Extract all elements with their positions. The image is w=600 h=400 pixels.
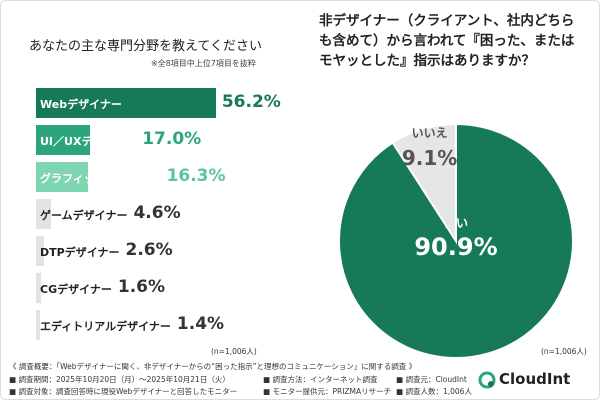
value-label: 2.6%: [125, 240, 173, 260]
category-label: エディトリアルデザイナー: [40, 320, 171, 333]
bar: [36, 88, 216, 118]
slice-label: いいえ: [412, 126, 448, 140]
category-label: Webデザイナー: [40, 98, 122, 111]
bar-sample: (n=1,006人): [211, 347, 257, 356]
bar-note: ※全8項目中上位7項目を抜粋: [151, 59, 256, 68]
category-label: UI／UXデザイナー: [40, 135, 137, 148]
pie-title: 非デザイナー（クライアント、社内どちらも含めて）から言われて『困った、またはモヤ…: [319, 13, 575, 69]
bar: [36, 273, 42, 303]
bar-chart: Webデザイナー 56.2% UI／UXデザイナー 17.0% グラフィックデザイナー 1…: [1, 1, 321, 341]
footer-summary: 《 調査概要：「Webデザイナーに聞く、非デザイナーからの“困った指示”と理想の…: [9, 362, 417, 371]
bar: [36, 236, 45, 266]
bar: [36, 199, 51, 229]
footer-item: ■ 調査期間：2025年10月20日（月）～2025年10月21日（火）: [9, 375, 230, 384]
footer-item: ■ 調査対象：調査回答時に現役Webデザイナーと回答したモニター: [9, 387, 238, 396]
bar-title: あなたの主な専門分野を教えてください: [29, 39, 262, 54]
footer-item: ■ 調査方法：インターネット調査: [263, 375, 378, 384]
bar: [36, 125, 91, 155]
value-label: 16.3%: [166, 166, 226, 186]
value-label: 1.6%: [117, 277, 166, 297]
value-label: 56.2%: [221, 92, 281, 112]
bar: [36, 310, 41, 340]
slice-value: 9.1%: [402, 146, 457, 170]
category-label: ゲームデザイナー: [40, 209, 128, 222]
pie-sample: (n=1,006人): [541, 347, 587, 356]
pie-slice: [391, 122, 457, 245]
category-label: グラフィックデザイナー: [40, 172, 161, 185]
value-label: 17.0%: [142, 129, 202, 149]
value-label: 4.6%: [133, 203, 181, 223]
value-label: 1.4%: [176, 314, 225, 334]
footer-item: ■ 調査元：CloudInt: [396, 375, 467, 384]
footer-item: ■ 調査人数：1,006人: [396, 387, 472, 396]
logo-icon: [478, 371, 496, 389]
bar: [36, 162, 89, 192]
logo-text: CloudInt: [499, 370, 571, 388]
category-label: DTPデザイナー: [40, 246, 120, 259]
category-label: CGデザイナー: [40, 283, 112, 296]
footer-item: ■ モニター提供元：PRIZMAリサーチ: [263, 387, 392, 396]
